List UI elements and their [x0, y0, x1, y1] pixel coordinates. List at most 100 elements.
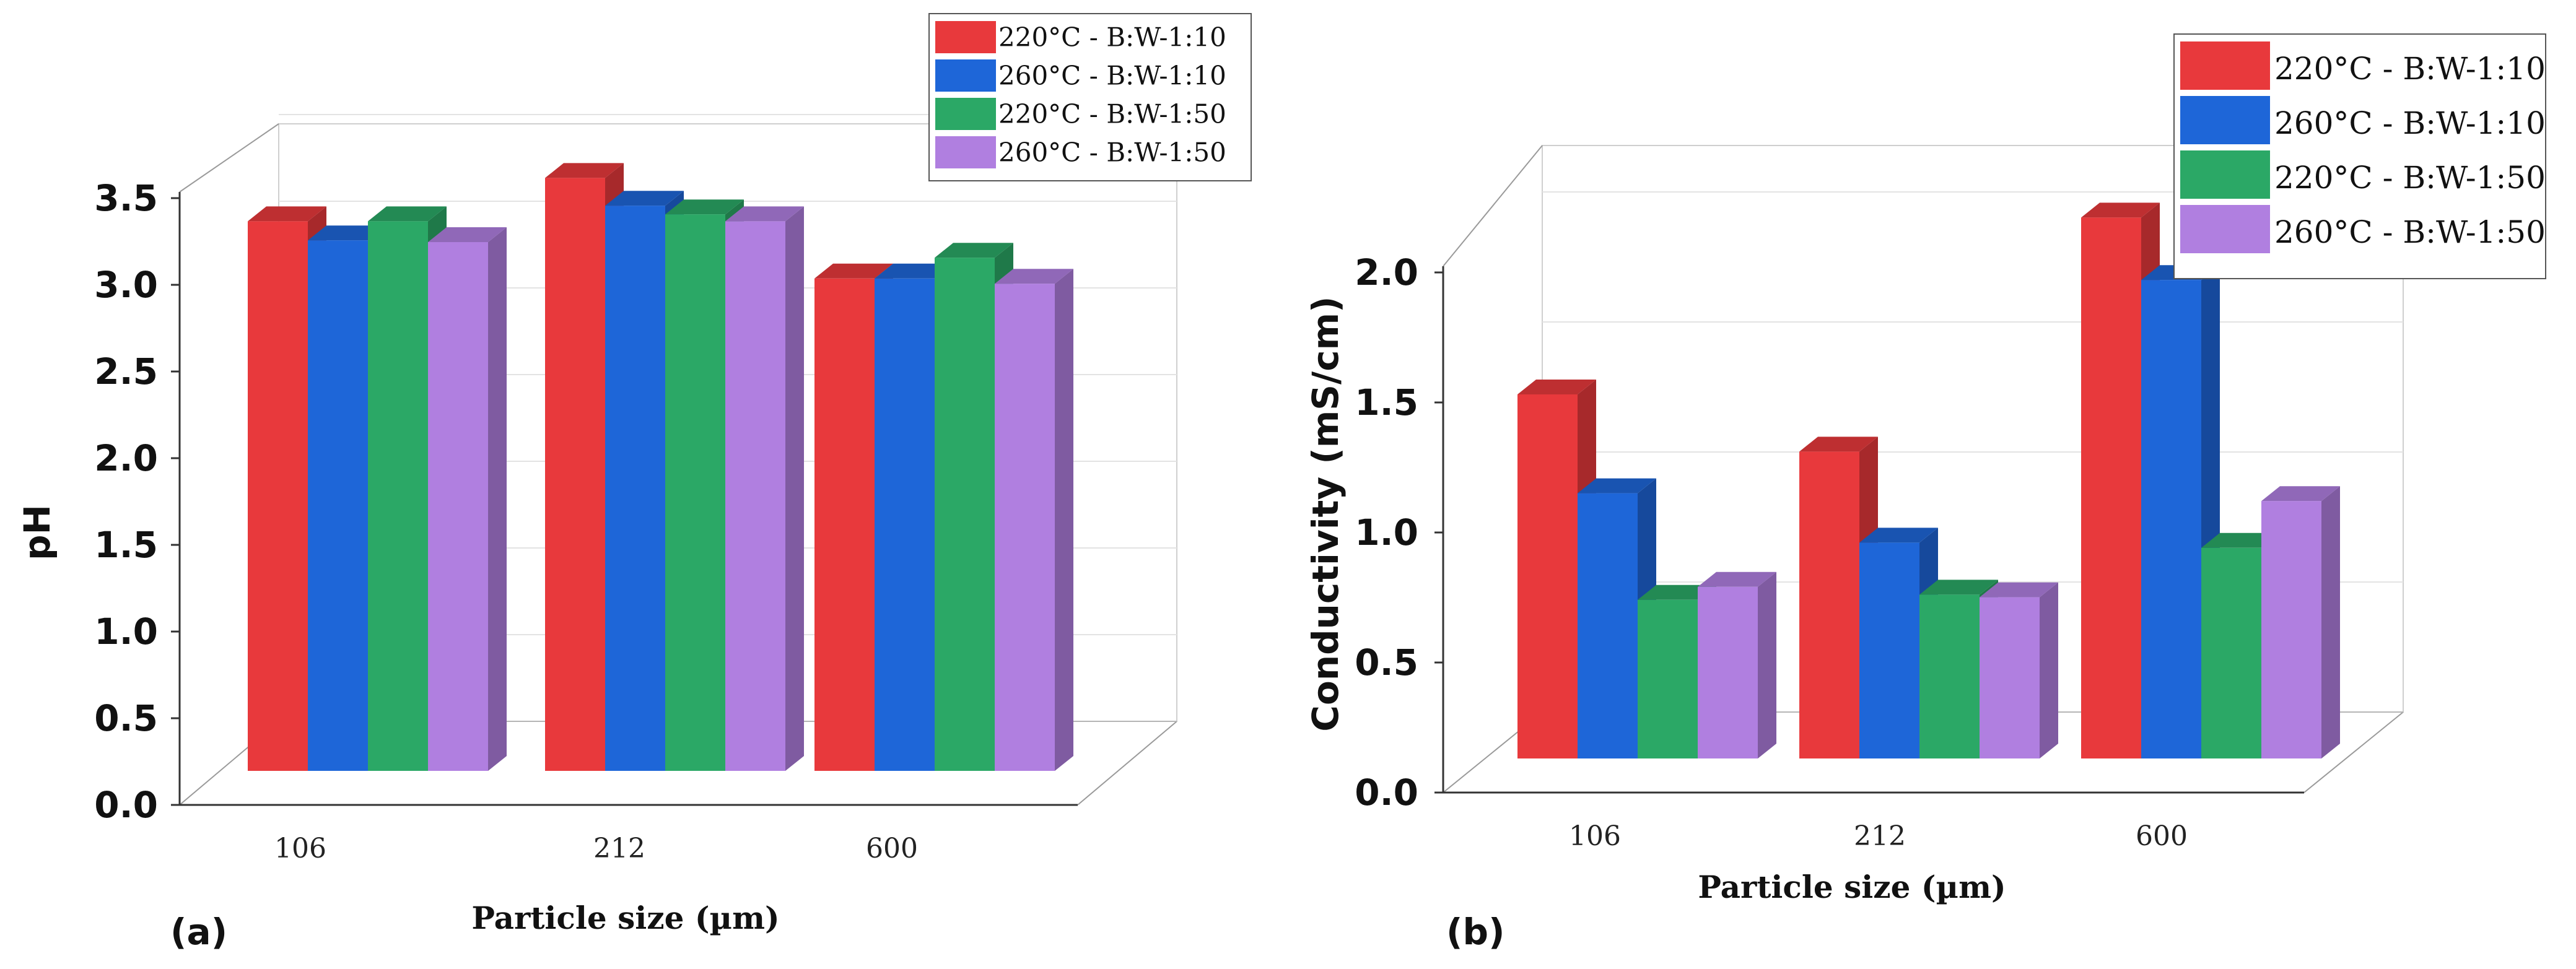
bar-front [308, 240, 368, 771]
chart-a-plot: 0.0 0.5 1.0 1.5 2.0 2.5 3.0 3.5 106 212 600 220°C -… [94, 13, 1252, 864]
x-tick-label: 106 [1569, 820, 1621, 852]
bar-front [725, 221, 785, 771]
bar-top [665, 199, 744, 215]
bar-top [875, 263, 953, 279]
legend: 220°C - B:W-1:10 260°C - B:W-1:10 220°C - … [2173, 33, 2546, 279]
bar-front [2141, 280, 2201, 758]
bar-front [545, 178, 605, 771]
bar-top [1980, 582, 2058, 597]
bar-top [428, 227, 507, 242]
legend-label: 220°C - B:W-1:50 [998, 99, 1226, 129]
chart-b-plot: 0.0 0.5 1.0 1.5 2.0 106 212 600 220°C - B:W-1:10… [1355, 33, 2546, 852]
y-tick-label: 0.5 [94, 697, 158, 739]
floor-right-edge [2303, 711, 2404, 793]
bar-front [1638, 599, 1698, 758]
legend-swatch [935, 136, 996, 168]
y-tick-label: 1.0 [94, 611, 158, 653]
bar-side [1758, 571, 1776, 758]
bar-top [2201, 532, 2280, 548]
bar-front [1517, 394, 1578, 758]
bar-front [2201, 547, 2261, 758]
chart-a-x-axis-label: Particle size (µm) [471, 900, 779, 936]
legend-swatch [2180, 96, 2270, 144]
bar-top [935, 243, 1013, 258]
bar-top [1919, 580, 1998, 595]
bar-front [1799, 451, 1859, 758]
bar-front [428, 242, 488, 771]
bar-side [785, 206, 804, 771]
legend-swatch [2180, 205, 2270, 253]
y-tick-label: 1.5 [1355, 381, 1418, 424]
bar-front [1859, 542, 1919, 758]
bar-front [1980, 597, 2040, 758]
bar-top [1517, 380, 1596, 394]
bar-side [488, 227, 507, 771]
top-left-edge [1443, 145, 1543, 267]
bar-top [248, 206, 326, 222]
y-tick-label: 0.0 [1355, 771, 1418, 814]
y-tick-label: 2.0 [94, 437, 158, 479]
legend-label: 220°C - B:W-1:10 [2274, 51, 2546, 87]
bar [2261, 486, 2340, 758]
bar [428, 227, 507, 771]
bar-front [2261, 501, 2321, 758]
bar-top [605, 191, 684, 206]
bar-top [725, 206, 804, 222]
bar-front [248, 221, 308, 771]
bar-top [995, 269, 1073, 284]
bar-side [2040, 582, 2058, 758]
y-tick-label: 0.5 [1355, 641, 1418, 684]
y-tick-label: 1.5 [94, 524, 158, 566]
bar-front [368, 221, 428, 771]
bar-front [1919, 594, 1980, 758]
bar-front [814, 278, 875, 771]
chart-b-y-axis-label: Conductivity (mS/cm) [1304, 296, 1347, 731]
bar-top [2081, 202, 2160, 218]
floor-right-edge [1077, 721, 1177, 806]
bar-top [2261, 486, 2340, 502]
chart-a-panel-label: (a) [170, 911, 227, 953]
top-left-edge [179, 123, 279, 193]
bar-side [2321, 486, 2340, 758]
x-tick-label: 212 [593, 833, 645, 864]
bar [725, 206, 804, 771]
bar-front [1698, 586, 1758, 758]
legend-label: 260°C - B:W-1:50 [2274, 214, 2546, 250]
bar-side [1055, 269, 1073, 771]
x-tick-label: 212 [1854, 820, 1906, 852]
bar-front [605, 206, 665, 771]
legend-swatch [2180, 41, 2270, 90]
bar-front [665, 214, 725, 771]
bar-front [995, 284, 1055, 771]
bar-top [1638, 584, 1716, 600]
y-tick-label: 3.5 [94, 177, 158, 219]
bar-top [1698, 571, 1776, 587]
bar-top [1578, 478, 1656, 493]
y-tick-label: 1.0 [1355, 511, 1418, 554]
y-tick-label: 2.5 [94, 350, 158, 393]
bar-front [935, 258, 995, 771]
bar-top [368, 206, 447, 222]
bar-top [1859, 528, 1938, 543]
x-tick-label: 600 [866, 833, 918, 864]
legend: 220°C - B:W-1:10 260°C - B:W-1:10 220°C - … [928, 13, 1252, 181]
bar [995, 269, 1073, 771]
legend-label: 220°C - B:W-1:50 [2274, 160, 2546, 196]
chart-a-y-axis-label: pH [16, 505, 58, 560]
bar-top [308, 225, 386, 241]
bar-front [2081, 217, 2141, 758]
bar-top [545, 163, 624, 178]
legend-label: 260°C - B:W-1:10 [998, 61, 1226, 91]
legend-label: 220°C - B:W-1:10 [998, 22, 1226, 53]
bar-front [875, 278, 935, 771]
legend-swatch [935, 21, 996, 53]
bar [1698, 571, 1776, 758]
legend-label: 260°C - B:W-1:50 [998, 137, 1226, 168]
legend-swatch [935, 59, 996, 92]
chart-b-panel-label: (b) [1446, 911, 1505, 953]
bar-top [814, 263, 893, 279]
x-tick-label: 106 [274, 833, 326, 864]
legend-label: 260°C - B:W-1:10 [2274, 105, 2546, 141]
bar-front [1578, 493, 1638, 758]
